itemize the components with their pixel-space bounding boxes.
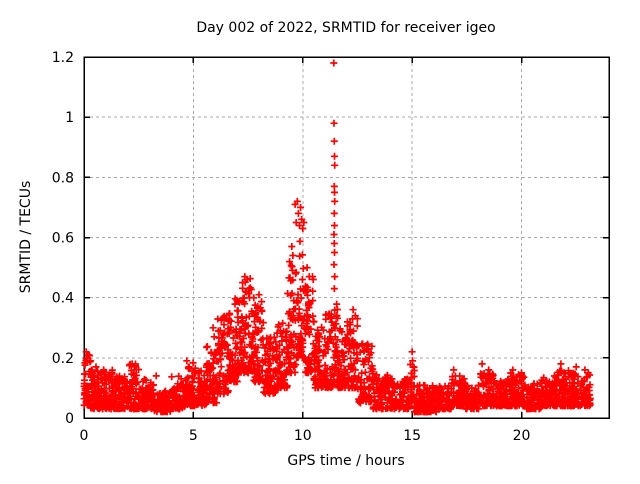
data-points xyxy=(80,59,594,416)
y-tick-label: 0 xyxy=(65,411,74,427)
tick-labels: 0 5 10 15 20 0 0.2 0.4 0.6 0.8 1 1.2 xyxy=(52,50,531,444)
y-tick-label: 0.6 xyxy=(52,231,74,247)
y-tick-label: 1.2 xyxy=(52,50,74,66)
chart-title: Day 002 of 2022, SRMTID for receiver ige… xyxy=(196,20,495,36)
x-tick-label: 5 xyxy=(189,428,198,444)
tick-marks xyxy=(83,56,609,419)
y-tick-label: 0.8 xyxy=(52,170,74,186)
axis-ticks xyxy=(83,56,609,419)
y-axis-label: SRMTID / TECUs xyxy=(18,181,34,294)
x-tick-label: 20 xyxy=(513,428,531,444)
grid-path xyxy=(84,57,609,418)
x-axis-label: GPS time / hours xyxy=(287,453,404,469)
y-tick-label: 0.4 xyxy=(52,291,74,307)
scatter-points xyxy=(80,59,594,416)
y-tick-label: 0.2 xyxy=(52,351,74,367)
y-tick-label: 1 xyxy=(65,110,74,126)
gridlines xyxy=(84,57,609,418)
x-tick-label: 15 xyxy=(403,428,421,444)
x-tick-label: 10 xyxy=(294,428,312,444)
x-tick-label: 0 xyxy=(80,428,89,444)
